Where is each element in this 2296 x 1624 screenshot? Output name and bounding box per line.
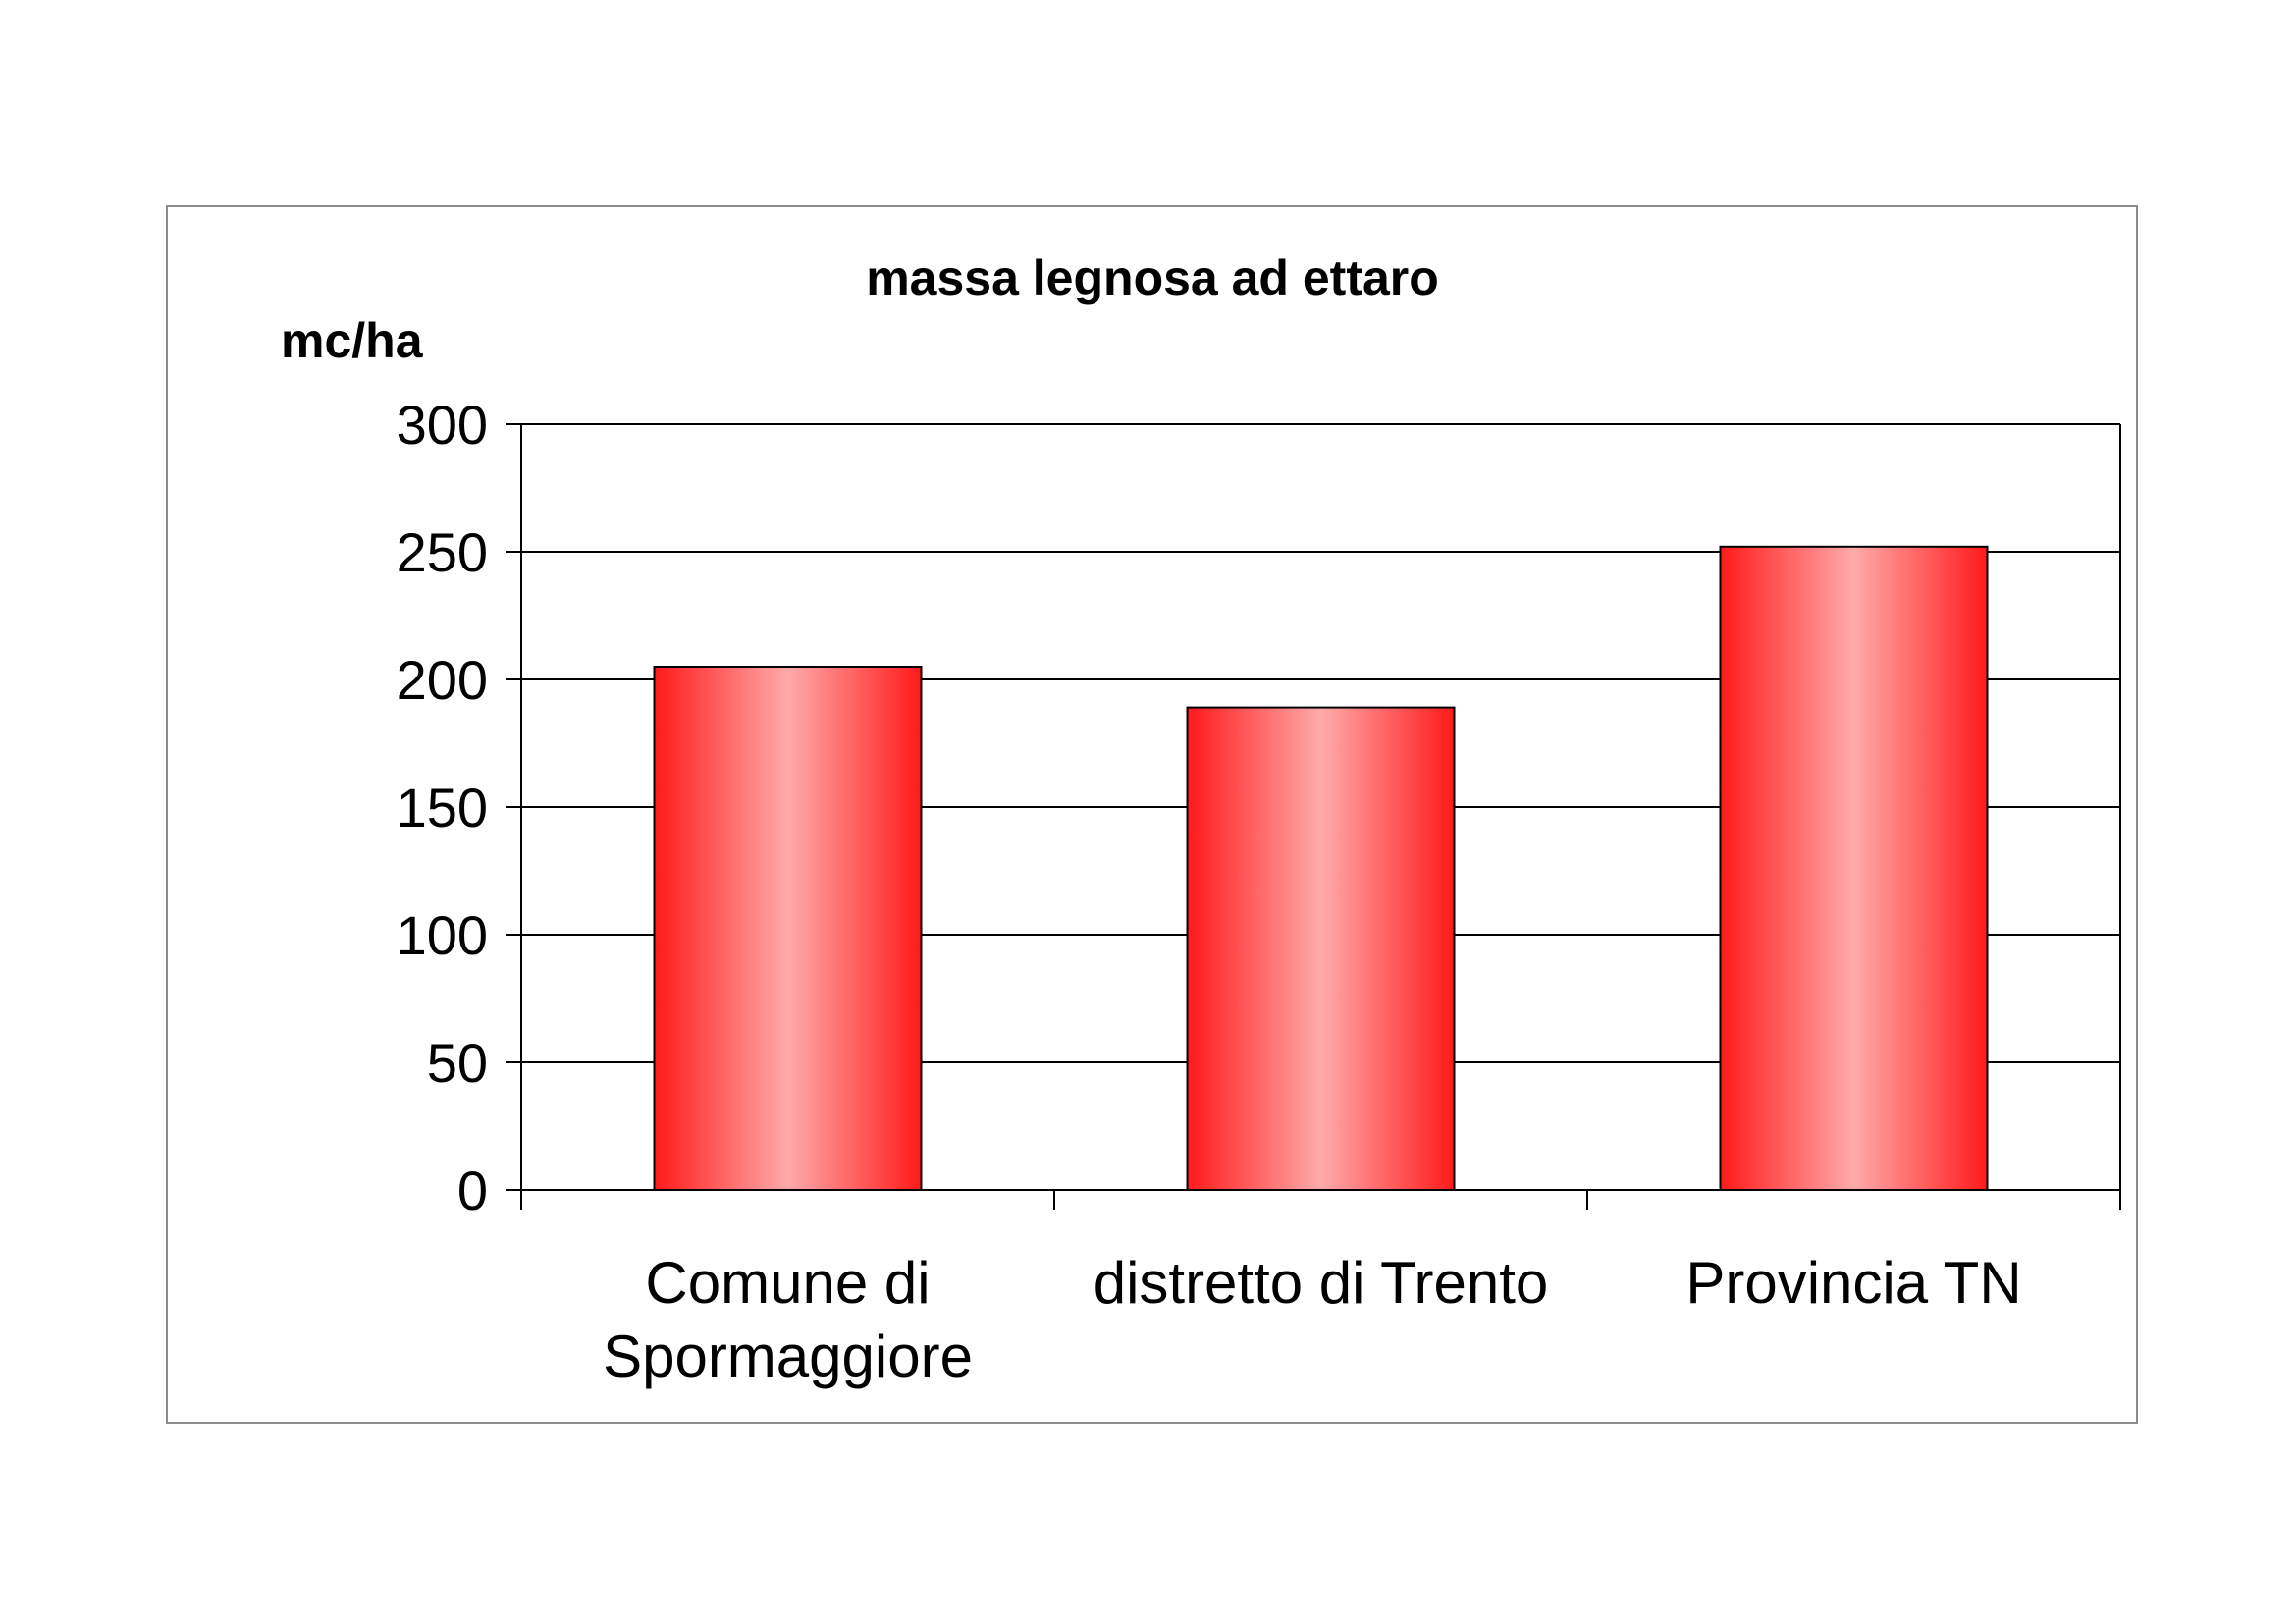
category-label-0: Comune di Spormaggiore xyxy=(603,1250,973,1389)
x-category-labels: Comune di Spormaggiore distretto di Trento… xyxy=(603,1250,2022,1389)
chart-title: massa legnosa ad ettaro xyxy=(866,250,1439,305)
category-label-line: distretto di Trento xyxy=(1094,1250,1549,1316)
bar-1 xyxy=(1186,706,1456,1191)
y-tick-label-300: 300 xyxy=(397,394,488,456)
y-tick-label-0: 0 xyxy=(457,1160,488,1221)
bars xyxy=(653,545,1989,1191)
y-tick-label-150: 150 xyxy=(397,777,488,839)
y-axis-label: mc/ha xyxy=(281,313,424,368)
bar-2 xyxy=(1719,545,1989,1191)
y-tick-label-100: 100 xyxy=(397,904,488,966)
category-label-line: Spormaggiore xyxy=(603,1324,973,1389)
y-tick-label-200: 200 xyxy=(397,649,488,711)
category-label-line: Provincia TN xyxy=(1685,1250,2021,1316)
axes xyxy=(506,423,2121,1210)
bar-0 xyxy=(653,666,923,1191)
y-tick-label-50: 50 xyxy=(427,1032,488,1094)
category-label-2: Provincia TN xyxy=(1685,1250,2021,1316)
y-tick-labels: 0 50 100 150 200 250 300 xyxy=(397,394,488,1221)
category-label-1: distretto di Trento xyxy=(1094,1250,1549,1316)
category-label-line: Comune di xyxy=(645,1250,930,1316)
y-tick-label-250: 250 xyxy=(397,521,488,583)
